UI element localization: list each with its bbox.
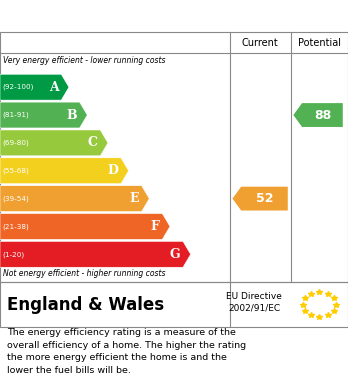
Text: D: D (107, 164, 118, 177)
Text: (55-68): (55-68) (3, 167, 30, 174)
Text: C: C (87, 136, 97, 149)
Polygon shape (0, 130, 108, 156)
Polygon shape (0, 102, 87, 128)
Text: Energy Efficiency Rating: Energy Efficiency Rating (10, 9, 231, 23)
Polygon shape (293, 103, 343, 127)
Text: A: A (49, 81, 58, 94)
Text: Not energy efficient - higher running costs: Not energy efficient - higher running co… (3, 269, 166, 278)
Text: B: B (66, 109, 77, 122)
Text: F: F (151, 220, 159, 233)
Text: 52: 52 (256, 192, 273, 205)
Text: Current: Current (242, 38, 278, 48)
Text: England & Wales: England & Wales (7, 296, 164, 314)
Text: (69-80): (69-80) (3, 140, 30, 146)
Text: Very energy efficient - lower running costs: Very energy efficient - lower running co… (3, 56, 166, 65)
Text: EU Directive
2002/91/EC: EU Directive 2002/91/EC (226, 292, 282, 313)
Text: The energy efficiency rating is a measure of the
overall efficiency of a home. T: The energy efficiency rating is a measur… (7, 328, 246, 375)
Text: Potential: Potential (298, 38, 341, 48)
Polygon shape (0, 74, 69, 100)
Text: (39-54): (39-54) (3, 196, 30, 202)
Text: (81-91): (81-91) (3, 112, 30, 118)
Text: (21-38): (21-38) (3, 223, 30, 230)
Text: G: G (169, 248, 180, 261)
Polygon shape (0, 186, 149, 212)
Text: 88: 88 (314, 109, 331, 122)
Polygon shape (0, 241, 191, 267)
Text: (1-20): (1-20) (3, 251, 25, 258)
Polygon shape (0, 213, 170, 239)
Text: E: E (129, 192, 139, 205)
Text: (92-100): (92-100) (3, 84, 34, 90)
Polygon shape (232, 187, 288, 210)
Polygon shape (0, 158, 129, 184)
